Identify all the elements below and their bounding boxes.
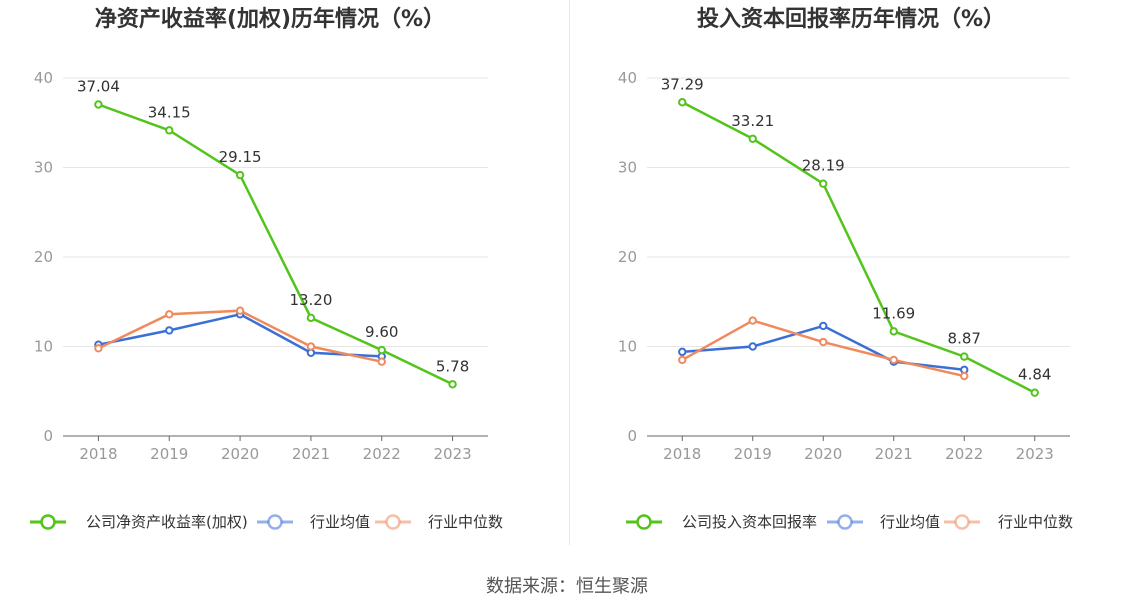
x-tick-label: 2022 [945, 445, 983, 463]
data-point [960, 371, 969, 381]
legend-circle-marker [385, 514, 401, 530]
legend-item[interactable]: 行业均值 [257, 513, 370, 531]
legend-circle-marker [267, 514, 283, 530]
data-point [960, 352, 969, 361]
data-point [748, 134, 757, 143]
data-point [889, 355, 898, 365]
legend-circle-marker [837, 514, 853, 530]
data-label: 11.69 [872, 304, 915, 322]
data-point [235, 306, 245, 315]
panel-divider [569, 0, 570, 545]
data-label: 37.29 [661, 75, 704, 93]
x-tick-label: 2019 [734, 445, 772, 463]
data-point [165, 126, 174, 135]
data-label: 9.60 [365, 323, 398, 341]
legend-circle-marker [40, 514, 56, 530]
x-tick-label: 2023 [1016, 445, 1054, 463]
y-tick-label: 0 [627, 427, 637, 445]
data-point [819, 337, 828, 347]
x-tick-label: 2020 [804, 445, 842, 463]
y-tick-label: 30 [618, 159, 637, 177]
data-point [165, 326, 174, 335]
data-label: 28.19 [802, 157, 845, 175]
y-tick-label: 20 [34, 248, 53, 266]
data-point [819, 321, 828, 331]
data-point [448, 380, 457, 389]
data-point [748, 342, 757, 351]
data-label: 37.04 [77, 77, 120, 95]
data-point [377, 345, 386, 355]
data-label: 13.20 [289, 291, 332, 309]
legend-item[interactable]: 公司投入资本回报率 [626, 513, 817, 531]
legend-label: 公司净资产收益率(加权) [86, 513, 248, 531]
legend-label: 行业中位数 [428, 513, 503, 531]
y-tick-label: 20 [618, 248, 637, 266]
series-line [681, 101, 1036, 394]
data-point [94, 100, 103, 109]
data-point [678, 347, 687, 357]
data-point [235, 170, 245, 180]
chart-title: 净资产收益率(加权)历年情况（%） [95, 6, 445, 32]
y-tick-label: 10 [34, 338, 53, 356]
y-tick-label: 30 [34, 159, 53, 177]
data-point [165, 310, 174, 319]
data-point [377, 357, 386, 366]
legend-circle-marker [636, 514, 652, 530]
legend-item[interactable]: 行业中位数 [944, 513, 1073, 531]
data-label: 29.15 [219, 148, 262, 166]
x-tick-label: 2019 [150, 445, 188, 463]
y-tick-label: 10 [618, 338, 637, 356]
data-label: 8.87 [948, 330, 981, 348]
data-source-note: 数据来源：恒生聚源 [486, 576, 648, 597]
data-label: 33.21 [731, 112, 774, 130]
data-point [678, 98, 687, 107]
legend-label: 公司投入资本回报率 [682, 513, 817, 531]
x-tick-label: 2023 [433, 445, 471, 463]
x-tick-label: 2021 [292, 445, 330, 463]
data-label: 34.15 [148, 103, 191, 121]
roic-chart-panel: 投入资本回报率历年情况（%） 0 10 20 30 40 2018 2019 2020 2021 2… [570, 0, 1134, 545]
legend-item[interactable]: 公司净资产收益率(加权) [30, 513, 248, 531]
data-label: 5.78 [436, 357, 469, 375]
data-point [889, 327, 898, 336]
data-label: 4.84 [1018, 366, 1051, 384]
chart-title: 投入资本回报率历年情况（%） [697, 6, 1005, 32]
legend-circle-marker [954, 514, 970, 530]
roe-chart-panel: 净资产收益率(加权)历年情况（%） 0 10 20 30 40 2018 2019 2020 20… [0, 0, 569, 545]
legend-item[interactable]: 行业均值 [827, 513, 940, 531]
data-point [306, 313, 316, 323]
x-tick-label: 2018 [79, 445, 117, 463]
chart-svg: 投入资本回报率历年情况（%） 0 10 20 30 40 2018 2019 2020 2021 2… [618, 6, 1073, 531]
data-point [678, 355, 687, 365]
x-tick-label: 2021 [875, 445, 913, 463]
x-tick-label: 2018 [663, 445, 701, 463]
x-tick-label: 2020 [221, 445, 259, 463]
series-line [98, 312, 382, 358]
y-tick-label: 0 [43, 427, 53, 445]
chart-svg: 净资产收益率(加权)历年情况（%） 0 10 20 30 40 2018 2019 2020 20… [30, 6, 503, 531]
legend-label: 行业均值 [310, 513, 370, 531]
legend-item[interactable]: 行业中位数 [375, 513, 503, 531]
legend-label: 行业均值 [880, 513, 940, 531]
data-point [306, 342, 316, 351]
y-tick-label: 40 [34, 69, 53, 87]
data-point [819, 179, 828, 188]
legend-label: 行业中位数 [998, 513, 1073, 531]
series-line [682, 324, 965, 372]
data-point [748, 316, 757, 325]
x-tick-label: 2022 [363, 445, 401, 463]
series-line [97, 103, 454, 386]
data-point [94, 344, 103, 353]
data-point [1030, 388, 1039, 397]
y-tick-label: 40 [618, 69, 637, 87]
